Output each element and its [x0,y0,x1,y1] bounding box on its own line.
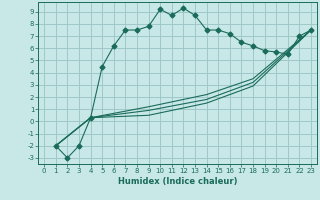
X-axis label: Humidex (Indice chaleur): Humidex (Indice chaleur) [118,177,237,186]
